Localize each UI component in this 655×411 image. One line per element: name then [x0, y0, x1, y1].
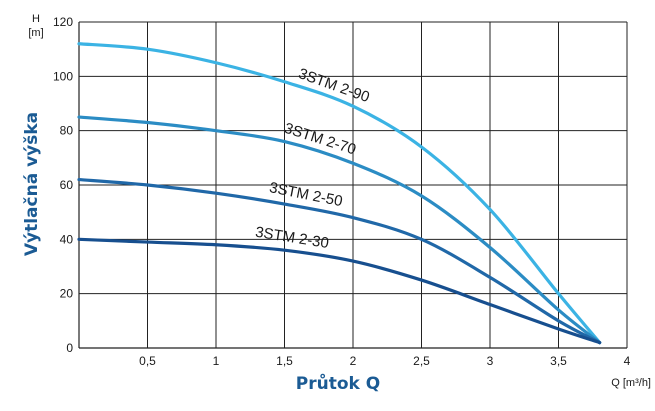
- x-axis-title: Průtok Q: [296, 372, 380, 394]
- y-unit-label-top: H: [32, 13, 40, 25]
- y-tick-label: 0: [66, 341, 73, 355]
- y-axis-title: Výtlačná výška: [22, 112, 42, 256]
- series-line: [77, 42, 602, 345]
- y-tick-label: 20: [60, 287, 74, 301]
- x-tick-label: 3: [487, 354, 494, 368]
- tick-labels: 0 20 40 60 80 100 120 0,5 1 1,5 2 2,5 3 3,5 4: [53, 15, 631, 368]
- x-tick-label: 2: [350, 354, 357, 368]
- series-lines: [77, 42, 602, 345]
- x-unit-label: Q [m³/h]: [611, 377, 651, 389]
- y-tick-label: 60: [60, 178, 74, 192]
- y-tick-label: 80: [60, 124, 74, 138]
- x-tick-label: 3,5: [550, 354, 567, 368]
- x-tick-label: 1,5: [276, 354, 293, 368]
- y-tick-label: 100: [53, 69, 73, 83]
- series-line: [77, 237, 602, 345]
- y-unit-label-bottom: [m]: [28, 27, 43, 39]
- x-tick-label: 1: [213, 354, 220, 368]
- series-line: [77, 177, 602, 345]
- x-tick-label: 4: [624, 354, 631, 368]
- x-tick-label: 2,5: [413, 354, 430, 368]
- x-tick-label: 0,5: [139, 354, 156, 368]
- series-line: [77, 115, 602, 345]
- y-tick-label: 120: [53, 15, 73, 29]
- y-tick-label: 40: [60, 232, 74, 246]
- series-label: 3STM 2-50: [268, 179, 344, 210]
